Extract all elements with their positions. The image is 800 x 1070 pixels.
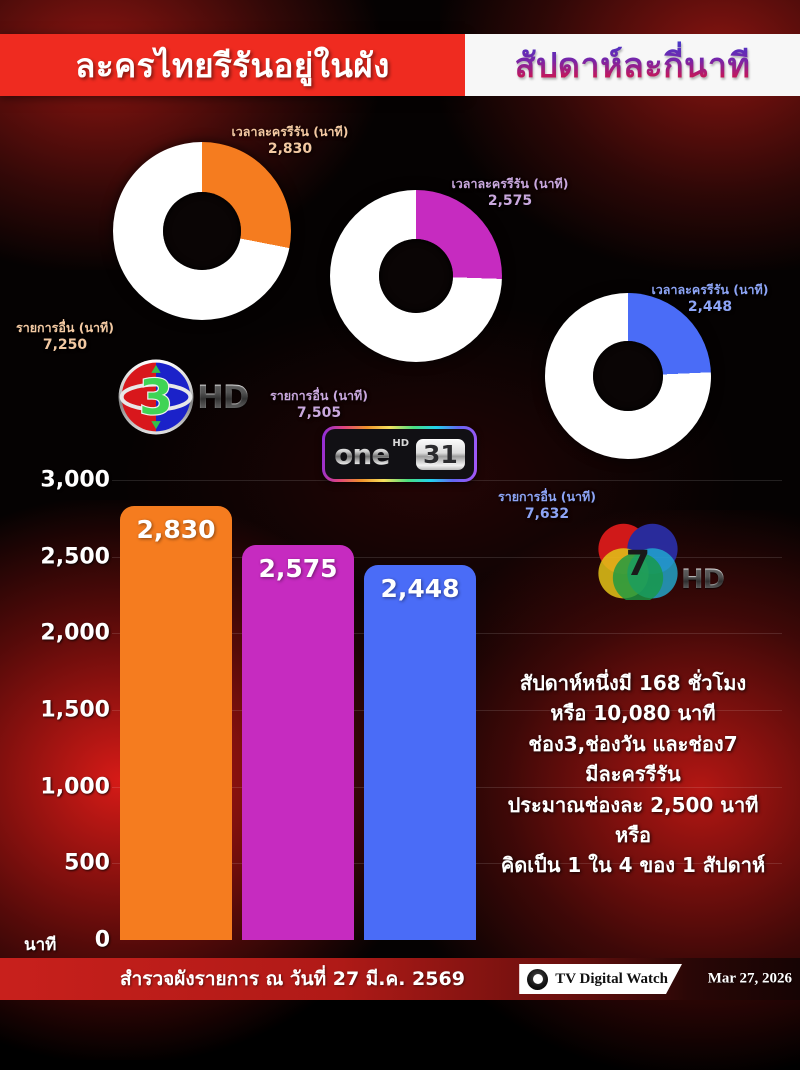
channel-logo-ch3: 3 HD	[117, 358, 249, 436]
one31-hd-label: HD	[392, 438, 410, 449]
svg-text:7: 7	[626, 543, 650, 584]
y-axis-tick-2000: 2,000	[40, 620, 110, 646]
bar-value-label-1: 2,830	[136, 515, 216, 545]
one31-word-label: one	[334, 437, 390, 471]
header-banner: ละครไทยรีรันอยู่ในผัง สัปดาห์ละกี่นาที	[0, 34, 800, 96]
y-axis-tick-2500: 2,500	[40, 544, 110, 570]
donut-label-ch3-rerun-value: 2,830	[267, 141, 313, 157]
donut-label-one31-other-text: รายการอื่น (นาที)	[270, 388, 368, 403]
donut-label-ch7-other: รายการอื่น (นาที) 7,632	[472, 489, 622, 524]
donut-label-ch3-rerun: เวลาละครรีรัน (นาที) 2,830	[190, 124, 390, 159]
bar-1: 2,830	[120, 506, 232, 940]
header-white-panel: สัปดาห์ละกี่นาที	[465, 34, 800, 96]
footer-date: Mar 27, 2026	[707, 970, 792, 987]
y-axis-tick-1500: 1,500	[40, 697, 110, 723]
infographic-canvas: ละครไทยรีรันอยู่ในผัง สัปดาห์ละกี่นาที เ…	[0, 0, 800, 1000]
footer-bar: สำรวจผังรายการ ณ วันที่ 27 มี.ค. 2569 TV…	[0, 958, 800, 1000]
summary-note-line-6: หรือ	[615, 822, 651, 847]
bar-3: 2,448	[364, 564, 476, 940]
ch7-emblem-icon: 7	[596, 520, 680, 604]
header-title-right: สัปดาห์ละกี่นาที	[515, 38, 751, 92]
donut-ring-ch7	[545, 293, 711, 459]
bar-chart-y-axis: 3,000 2,500 2,000 1,500 1,000 500 0	[10, 468, 110, 953]
summary-note-line-4: มีละครรีรัน	[585, 762, 681, 787]
summary-note-line-5: ประมาณช่องละ 2,500 นาที	[507, 792, 759, 817]
y-axis-tick-1000: 1,000	[40, 774, 110, 800]
donut-label-ch7-rerun-text: เวลาละครรีรัน (นาที)	[651, 282, 769, 297]
bar-2: 2,575	[242, 545, 354, 940]
donut-label-one31-rerun-value: 2,575	[487, 193, 533, 209]
summary-note-line-1: สัปดาห์หนึ่งมี 168 ชั่วโมง	[519, 671, 747, 695]
one31-emblem-icon: one HD 31	[322, 426, 477, 482]
header-red-panel: ละครไทยรีรันอยู่ในผัง	[0, 34, 465, 96]
svg-text:3: 3	[139, 370, 173, 426]
summary-note-line-3: ช่อง3,ช่องวัน และช่อง7	[528, 731, 738, 756]
bar-value-label-2: 2,575	[258, 554, 338, 584]
header-title-left: ละครไทยรีรันอยู่ในผัง	[75, 45, 390, 85]
donut-label-one31-rerun-text: เวลาละครรีรัน (นาที)	[451, 176, 569, 191]
donut-label-ch3-other: รายการอื่น (นาที) 7,250	[0, 320, 132, 355]
donut-hole-ch7	[593, 341, 663, 411]
one31-emblem-inner: one HD 31	[325, 429, 474, 479]
donut-label-ch7-rerun: เวลาละครรีรัน (นาที) 2,448	[620, 282, 800, 317]
donut-label-one31-other-value: 7,505	[296, 405, 342, 421]
donut-label-one31-rerun: เวลาละครรีรัน (นาที) 2,575	[410, 176, 610, 211]
brand-name: TV Digital Watch	[555, 970, 668, 987]
bar-chart-plot-area: 2,830 2,575 2,448	[112, 480, 502, 940]
y-axis-tick-500: 500	[64, 850, 110, 876]
summary-note-line-2: หรือ 10,080 นาที	[550, 701, 716, 726]
donut-label-ch7-other-text: รายการอื่น (นาที)	[498, 489, 596, 504]
y-axis-tick-0: 0	[94, 927, 110, 953]
donut-chart-ch7	[545, 293, 711, 459]
donut-ring-one31	[330, 190, 502, 362]
donut-label-one31-other: รายการอื่น (นาที) 7,505	[244, 388, 394, 423]
donut-label-ch7-rerun-value: 2,448	[687, 299, 733, 315]
channel-logo-one31: one HD 31	[322, 426, 477, 482]
ch3-emblem-icon: 3	[117, 358, 195, 436]
eye-icon	[527, 969, 548, 990]
one31-number-label: 31	[416, 438, 465, 470]
footer-survey-note: สำรวจผังรายการ ณ วันที่ 27 มี.ค. 2569	[120, 968, 465, 990]
ch3-hd-label: HD	[197, 378, 249, 416]
donut-chart-one31	[330, 190, 502, 362]
donut-hole-one31	[379, 239, 453, 313]
y-axis-tick-3000: 3,000	[40, 467, 110, 493]
bar-chart-unit-label: นาที	[24, 935, 57, 955]
summary-note: สัปดาห์หนึ่งมี 168 ชั่วโมงหรือ 10,080 นา…	[468, 668, 798, 881]
donut-hole-ch3	[163, 192, 241, 270]
donut-label-ch3-rerun-text: เวลาละครรีรัน (นาที)	[231, 124, 349, 139]
donut-ring-ch3	[113, 142, 291, 320]
summary-note-line-7: คิดเป็น 1 ใน 4 ของ 1 สัปดาห์	[500, 853, 766, 878]
donut-label-ch3-other-value: 7,250	[42, 337, 88, 353]
ch7-hd-label: HD	[681, 564, 725, 595]
brand-badge: TV Digital Watch	[519, 964, 682, 994]
bar-value-label-3: 2,448	[380, 573, 460, 603]
channel-logo-ch7: 7 HD	[596, 520, 725, 604]
donut-label-ch3-other-text: รายการอื่น (นาที)	[16, 320, 114, 335]
donut-chart-ch3	[113, 142, 291, 320]
